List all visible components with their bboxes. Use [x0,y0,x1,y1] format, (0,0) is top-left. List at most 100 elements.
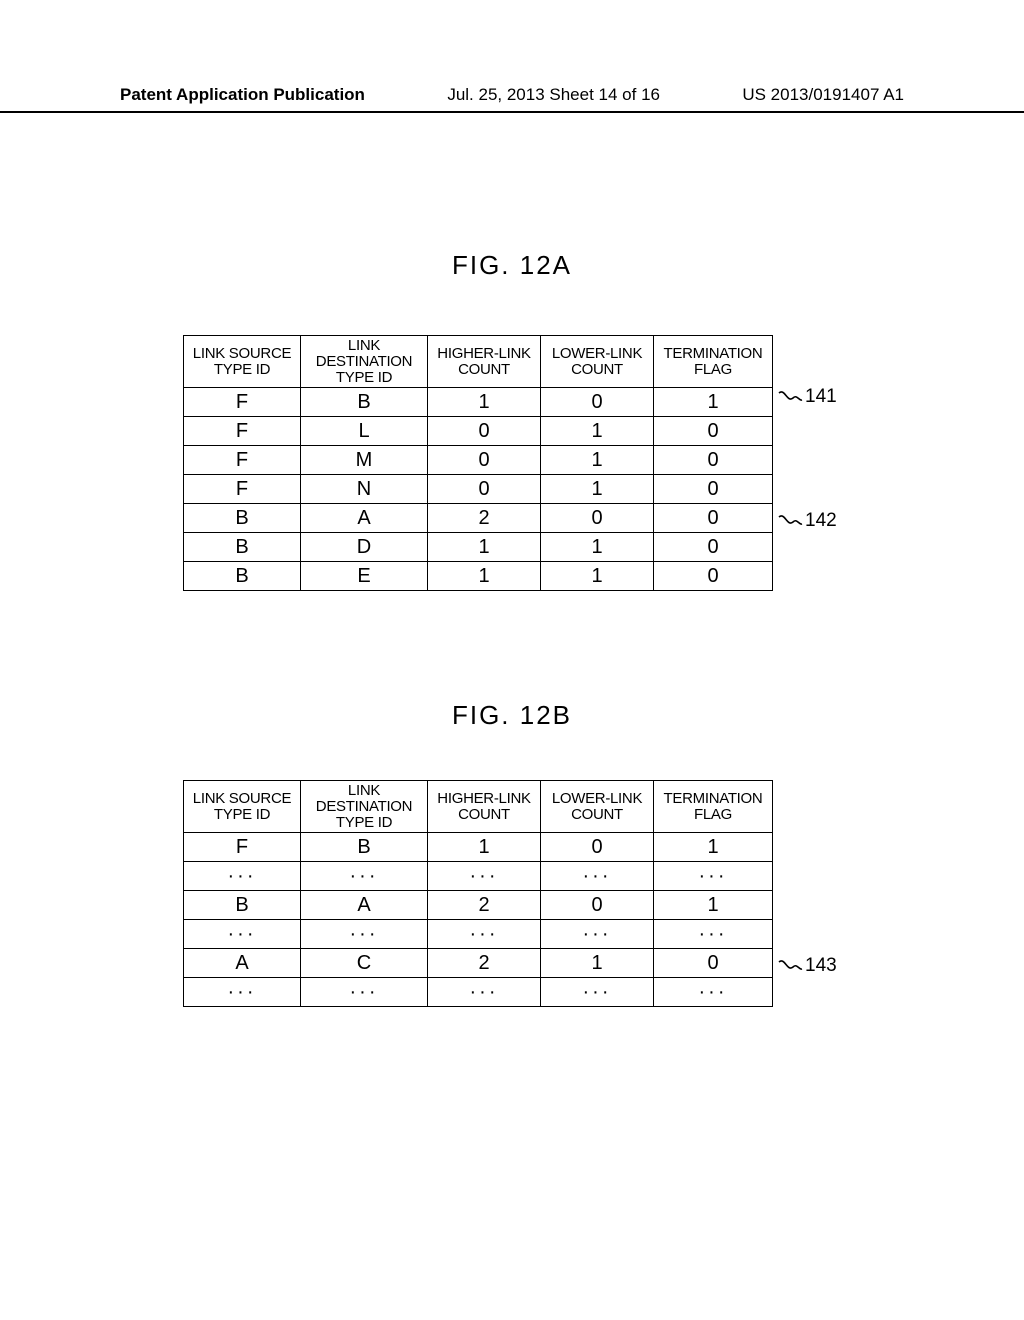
table-row: ··············· [184,920,773,949]
table-cell: ··· [654,978,773,1007]
table-cell: ··· [654,862,773,891]
table-cell: 1 [654,833,773,862]
table-cell: ··· [541,920,654,949]
table-row: ··············· [184,862,773,891]
table-cell: N [301,475,428,504]
table-cell: 1 [541,475,654,504]
table-cell: 1 [541,417,654,446]
table-row: FN010 [184,475,773,504]
reference-number: 143 [805,955,837,976]
table-cell: 1 [428,562,541,591]
reference-number: 141 [805,386,837,407]
figure-12a-wrap: LINK SOURCETYPE IDLINK DESTINATIONTYPE I… [183,335,773,591]
table-cell: B [184,504,301,533]
table-cell: M [301,446,428,475]
table-cell: 0 [654,533,773,562]
table-cell: ··· [541,862,654,891]
table-cell: ··· [301,920,428,949]
table-cell: B [301,833,428,862]
table-cell: ··· [301,862,428,891]
table-cell: 0 [654,562,773,591]
header-left: Patent Application Publication [120,85,365,105]
callout-connector-icon [777,513,803,531]
column-header: HIGHER-LINKCOUNT [428,336,541,388]
table-cell: F [184,446,301,475]
table-cell: 0 [428,446,541,475]
column-header: LINK DESTINATIONTYPE ID [301,336,428,388]
table-row: BA201 [184,891,773,920]
table-cell: 0 [541,388,654,417]
column-header: HIGHER-LINKCOUNT [428,781,541,833]
column-header: LINK DESTINATIONTYPE ID [301,781,428,833]
table-cell: B [301,388,428,417]
table-cell: 0 [428,417,541,446]
table-cell: ··· [184,862,301,891]
page: Patent Application Publication Jul. 25, … [0,0,1024,1320]
table-cell: 0 [654,475,773,504]
table-cell: 0 [654,446,773,475]
header-center: Jul. 25, 2013 Sheet 14 of 16 [447,85,660,105]
table-cell: 0 [541,833,654,862]
table-cell: 1 [541,533,654,562]
table-cell: F [184,388,301,417]
column-header: TERMINATIONFLAG [654,781,773,833]
figure-12a-table: LINK SOURCETYPE IDLINK DESTINATIONTYPE I… [183,335,773,591]
figure-12b-wrap: LINK SOURCETYPE IDLINK DESTINATIONTYPE I… [183,780,773,1007]
table-cell: 0 [654,417,773,446]
table-cell: 0 [428,475,541,504]
figure-12b-table: LINK SOURCETYPE IDLINK DESTINATIONTYPE I… [183,780,773,1007]
column-header: LINK SOURCETYPE ID [184,336,301,388]
table-cell: L [301,417,428,446]
figure-12a-label: FIG. 12A [0,250,1024,281]
table-cell: B [184,562,301,591]
table-cell: ··· [301,978,428,1007]
table-cell: 1 [428,533,541,562]
table-row: BA200 [184,504,773,533]
table-cell: A [301,504,428,533]
table-header-row: LINK SOURCETYPE IDLINK DESTINATIONTYPE I… [184,781,773,833]
table-cell: 1 [428,833,541,862]
table-row: FL010 [184,417,773,446]
table-cell: ··· [184,978,301,1007]
table-cell: 2 [428,504,541,533]
table-cell: F [184,833,301,862]
table-row: ··············· [184,978,773,1007]
column-header: LOWER-LINKCOUNT [541,781,654,833]
reference-callout: 142 [805,510,837,532]
reference-callout: 143 [805,955,837,977]
table-cell: B [184,533,301,562]
table-cell: B [184,891,301,920]
column-header: TERMINATIONFLAG [654,336,773,388]
reference-callout: 141 [805,386,837,408]
table-cell: 1 [541,949,654,978]
reference-number: 142 [805,510,837,531]
table-cell: C [301,949,428,978]
figure-12b-label: FIG. 12B [0,700,1024,731]
table-cell: 1 [654,891,773,920]
table-row: FB101 [184,388,773,417]
column-header: LOWER-LINKCOUNT [541,336,654,388]
table-cell: 0 [654,504,773,533]
header-right: US 2013/0191407 A1 [742,85,904,105]
table-cell: 0 [541,891,654,920]
table-cell: F [184,417,301,446]
table-cell: 1 [428,388,541,417]
table-cell: 0 [654,949,773,978]
table-cell: 2 [428,949,541,978]
table-cell: ··· [428,862,541,891]
table-row: BD110 [184,533,773,562]
table-cell: ··· [654,920,773,949]
table-cell: E [301,562,428,591]
table-cell: ··· [428,978,541,1007]
table-cell: 1 [541,562,654,591]
table-cell: 1 [654,388,773,417]
table-cell: F [184,475,301,504]
callout-connector-icon [777,958,803,976]
table-cell: 1 [541,446,654,475]
table-row: BE110 [184,562,773,591]
table-cell: 2 [428,891,541,920]
table-cell: ··· [428,920,541,949]
table-cell: A [184,949,301,978]
column-header: LINK SOURCETYPE ID [184,781,301,833]
table-cell: ··· [184,920,301,949]
